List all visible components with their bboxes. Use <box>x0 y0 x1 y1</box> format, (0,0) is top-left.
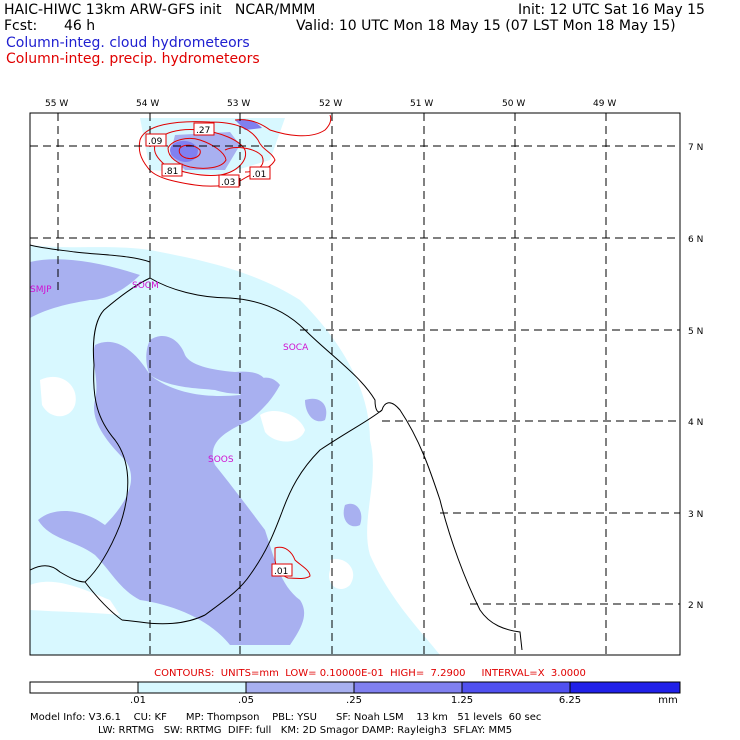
lon-label: 54 W <box>136 99 159 109</box>
contour-label: .01 <box>271 563 293 577</box>
station-label-soca: SOCA <box>283 343 309 353</box>
init-time: Init: 12 UTC Sat 16 May 15 <box>518 2 705 18</box>
lat-label: 7 N <box>688 143 703 153</box>
field-cloud-label: Column-integ. cloud hydrometeors <box>6 35 250 51</box>
model-info-line1: Model Info: V3.6.1 CU: KF MP: Thompson P… <box>30 712 542 723</box>
station-label-socm: SOCM <box>132 281 159 291</box>
valid-time: Valid: 10 UTC Mon 18 May 15 (07 LST Mon … <box>296 18 676 34</box>
lon-label: 50 W <box>502 99 525 109</box>
lat-label: 6 N <box>688 235 703 245</box>
lat-label: 3 N <box>688 510 703 520</box>
colorbar-swatch <box>137 681 247 694</box>
colorbar-label: .25 <box>346 695 362 706</box>
colorbar-swatch <box>461 681 571 694</box>
lat-label: 2 N <box>688 601 703 611</box>
contour-label: .01 <box>249 166 271 180</box>
contour-label: .27 <box>193 122 215 136</box>
lon-label: 49 W <box>593 99 616 109</box>
lon-label: 51 W <box>410 99 433 109</box>
lat-label: 5 N <box>688 327 703 337</box>
latitude-labels: 7 N 6 N 5 N 4 N 3 N 2 N <box>688 143 703 611</box>
forecast-label: Fcst: <box>4 18 38 34</box>
svg-text:.27: .27 <box>196 126 210 136</box>
svg-text:.81: .81 <box>164 167 178 177</box>
colorbar-swatch <box>569 681 681 694</box>
plot-title: HAIC-HIWC 13km ARW-GFS init NCAR/MMM <box>4 2 316 18</box>
colorbar-swatch <box>245 681 355 694</box>
colorbar-label: 6.25 <box>558 695 582 706</box>
map-frame <box>29 112 681 656</box>
colorbar-label: 1.25 <box>450 695 474 706</box>
coastlines <box>30 244 523 651</box>
svg-text:.09: .09 <box>148 137 163 147</box>
map-panel: .09 .27 .81 .03 .01 .01 <box>30 113 680 655</box>
lon-label: 55 W <box>45 99 68 109</box>
field-precip-label: Column-integ. precip. hydrometeors <box>6 51 260 67</box>
forecast-hours: 46 h <box>64 18 96 34</box>
colorbar-label: .01 <box>130 695 146 706</box>
contours-info: CONTOURS: UNITS=mm LOW= 0.10000E-01 HIGH… <box>154 668 586 679</box>
lat-lon-grid <box>30 113 680 655</box>
longitude-labels: 55 W 54 W 53 W 52 W 51 W 50 W 49 W <box>45 99 616 109</box>
contour-label: .09 <box>145 133 167 147</box>
colorbar-swatch <box>29 681 139 694</box>
contour-label: .03 <box>218 174 240 188</box>
cloud-gaps <box>30 376 354 615</box>
colorbar <box>29 681 681 694</box>
model-info-line2: LW: RRTMG SW: RRTMG DIFF: full KM: 2D Sm… <box>98 725 513 736</box>
svg-text:.01: .01 <box>274 567 288 577</box>
station-label-smjp: SMJP <box>30 285 52 295</box>
contour-label: .81 <box>161 163 183 177</box>
contour-labels: .09 .27 .81 .03 .01 .01 <box>145 122 293 577</box>
svg-text:.01: .01 <box>252 170 266 180</box>
svg-text:.03: .03 <box>221 178 235 188</box>
lon-label: 52 W <box>319 99 342 109</box>
lon-label: 53 W <box>227 99 250 109</box>
colorbar-swatch <box>353 681 463 694</box>
lat-label: 4 N <box>688 418 703 428</box>
station-label-soos: SOOS <box>208 455 234 465</box>
colorbar-units: mm <box>658 695 678 706</box>
colorbar-label: .05 <box>238 695 254 706</box>
